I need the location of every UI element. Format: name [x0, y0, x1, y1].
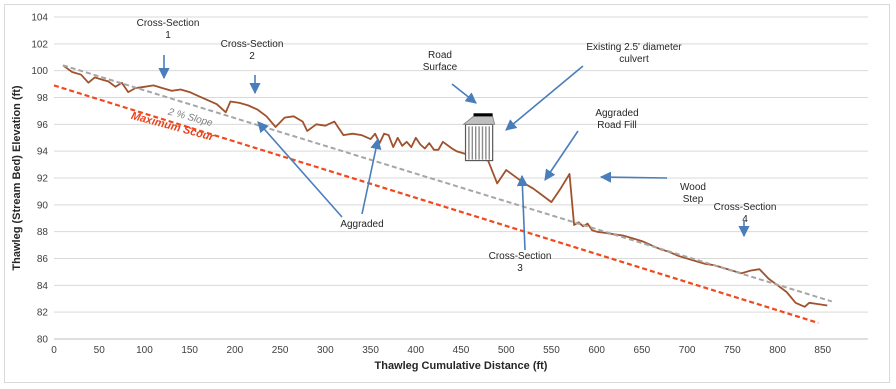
y-tick-label-94: 94: [37, 147, 49, 158]
arrow-wood: [599, 171, 668, 183]
x-tick-label-650: 650: [634, 345, 651, 356]
annotation-cs2-line-1: 2: [249, 51, 255, 62]
chart-frame: [4, 4, 890, 383]
annotation-fill-line-0: Aggraded: [595, 108, 638, 119]
y-tick-label-104: 104: [31, 13, 48, 24]
annotation-wood-line-1: Step: [683, 194, 704, 205]
annotation-cs4-line-0: Cross-Section: [714, 202, 777, 213]
x-tick-label-250: 250: [272, 345, 289, 356]
arrow-agg-left: [257, 121, 343, 218]
x-tick-label-800: 800: [769, 345, 786, 356]
x-tick-label-200: 200: [227, 345, 244, 356]
road-surface: [473, 113, 493, 117]
annotation-cs1-line-1: 1: [165, 30, 171, 41]
arrow-agg-right: [361, 137, 382, 215]
x-axis-title: Thawleg Cumulative Distance (ft): [375, 360, 548, 372]
x-tick-label-100: 100: [136, 345, 153, 356]
road-embankment: [462, 115, 496, 125]
annotation-cs4-line-1: 4: [742, 214, 748, 225]
y-tick-label-90: 90: [37, 200, 49, 211]
annotation-cs3-line-0: Cross-Section: [489, 251, 552, 262]
maximum-scour-line: [53, 84, 819, 324]
annotation-cs3-line-1: 3: [517, 263, 523, 274]
x-tick-label-150: 150: [181, 345, 198, 356]
arrow-cs3: [516, 174, 529, 251]
annotation-culvert-line-0: Existing 2.5' diameter: [586, 42, 682, 53]
y-tick-label-82: 82: [37, 308, 49, 319]
y-tick-label-88: 88: [37, 227, 49, 238]
y-tick-label-98: 98: [37, 93, 49, 104]
y-tick-label-84: 84: [37, 281, 49, 292]
annotation-culvert-line-1: culvert: [619, 54, 649, 65]
y-tick-label-100: 100: [31, 66, 48, 77]
x-tick-label-0: 0: [51, 345, 57, 356]
x-tick-label-400: 400: [407, 345, 424, 356]
arrow-culvert: [505, 65, 584, 131]
annotation-fill-line-1: Road Fill: [597, 120, 636, 131]
annotation-road-line-0: Road: [428, 50, 452, 61]
x-tick-label-350: 350: [362, 345, 379, 356]
y-axis-title: Thawleg (Stream Bed) Elevation (ft): [11, 85, 23, 271]
annotation-cs1-line-0: Cross-Section: [137, 18, 200, 29]
x-tick-label-550: 550: [543, 345, 560, 356]
y-tick-label-80: 80: [37, 335, 49, 346]
annotation-wood-line-0: Wood: [680, 182, 706, 193]
x-tick-label-50: 50: [94, 345, 106, 356]
annotation-cs2-line-0: Cross-Section: [221, 39, 284, 50]
thalweg-profile-line: [62, 64, 828, 308]
x-tick-label-700: 700: [679, 345, 696, 356]
y-tick-label-96: 96: [37, 120, 49, 131]
arrow-road: [451, 83, 477, 104]
x-tick-label-300: 300: [317, 345, 334, 356]
y-tick-label-102: 102: [31, 39, 48, 50]
x-tick-label-450: 450: [453, 345, 470, 356]
annotation-agg-line-0: Aggraded: [340, 219, 383, 230]
annotation-road-line-1: Surface: [423, 62, 458, 73]
arrow-fill: [544, 130, 579, 181]
slope-2pct-line: [62, 64, 833, 303]
x-tick-label-850: 850: [814, 345, 831, 356]
y-tick-label-92: 92: [37, 174, 49, 185]
y-tick-label-86: 86: [37, 254, 49, 265]
x-tick-label-600: 600: [588, 345, 605, 356]
x-tick-label-500: 500: [498, 345, 515, 356]
x-tick-label-750: 750: [724, 345, 741, 356]
